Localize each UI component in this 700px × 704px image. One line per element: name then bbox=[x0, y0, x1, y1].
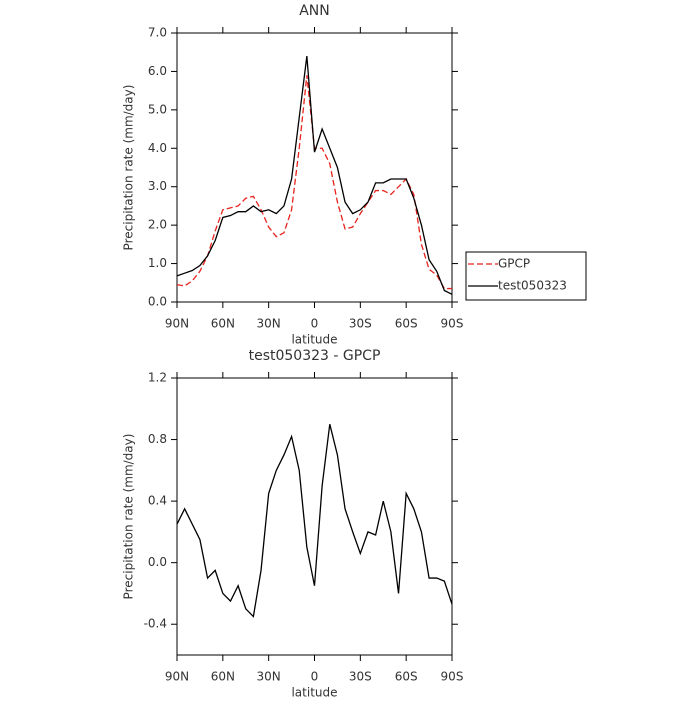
y-axis-label: Precipitation rate (mm/day) bbox=[122, 85, 136, 251]
chart-title: test050323 - GPCP bbox=[249, 348, 381, 364]
y-tick-label: 6.0 bbox=[148, 64, 167, 78]
y-tick-label: 0.8 bbox=[148, 432, 167, 446]
legend-box bbox=[465, 251, 587, 301]
y-tick-label: 1.0 bbox=[148, 256, 167, 270]
x-tick-label: 60N bbox=[211, 670, 235, 684]
chart-title: ANN bbox=[299, 3, 330, 19]
y-tick-label: 3.0 bbox=[148, 179, 167, 193]
y-tick-label: 7.0 bbox=[148, 26, 167, 40]
plot-frame bbox=[176, 32, 453, 303]
x-tick-label: 60S bbox=[395, 317, 418, 331]
legend-label: test050323 bbox=[498, 279, 567, 293]
y-tick-label: 4.0 bbox=[148, 141, 167, 155]
x-tick-label: 30N bbox=[257, 317, 281, 331]
x-tick-label: 60S bbox=[395, 670, 418, 684]
legend-label: GPCP bbox=[498, 257, 530, 271]
x-tick-label: 60N bbox=[211, 317, 235, 331]
x-tick-label: 30N bbox=[257, 670, 281, 684]
x-tick-label: 30S bbox=[349, 670, 372, 684]
x-tick-label: 90N bbox=[165, 317, 189, 331]
x-tick-label: 30S bbox=[349, 317, 372, 331]
data-line bbox=[176, 75, 452, 290]
y-tick-label: 2.0 bbox=[148, 218, 167, 232]
x-tick-label: 90N bbox=[165, 670, 189, 684]
x-tick-label: 90S bbox=[441, 670, 464, 684]
x-axis-label: latitude bbox=[291, 333, 337, 347]
y-tick-label: 0.0 bbox=[148, 555, 167, 569]
y-tick-label: 0.4 bbox=[148, 494, 167, 508]
y-tick-label: 5.0 bbox=[148, 102, 167, 116]
x-tick-label: 90S bbox=[441, 317, 464, 331]
plot-frame bbox=[176, 377, 453, 656]
y-tick-label: 0.0 bbox=[148, 295, 167, 309]
y-tick-label: 1.2 bbox=[148, 371, 167, 385]
x-tick-label: 0 bbox=[311, 670, 319, 684]
data-line bbox=[176, 55, 453, 295]
data-line bbox=[176, 424, 453, 618]
x-axis-label: latitude bbox=[291, 686, 337, 700]
y-tick-label: -0.4 bbox=[144, 617, 167, 631]
x-tick-label: 0 bbox=[311, 317, 319, 331]
y-axis-label: Precipitation rate (mm/day) bbox=[122, 434, 136, 600]
